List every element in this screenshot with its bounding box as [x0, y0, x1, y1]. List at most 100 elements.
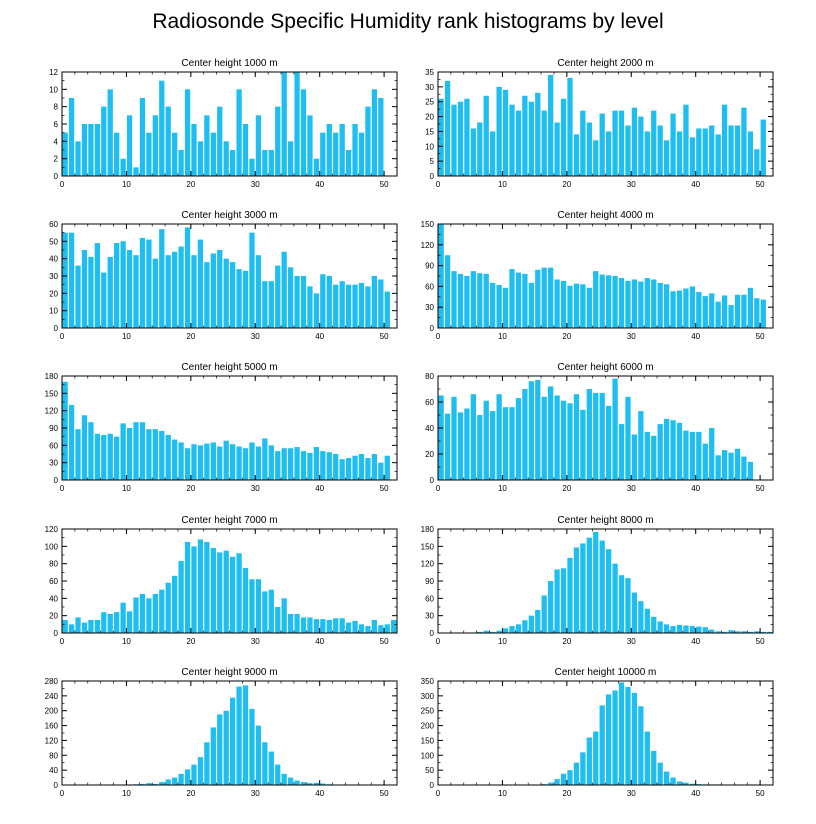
histogram-bar	[651, 435, 657, 480]
histogram-bar	[210, 727, 216, 785]
histogram-bar	[307, 617, 313, 633]
histogram-bar	[734, 631, 741, 633]
histogram-bar	[371, 276, 378, 328]
histogram-bar	[470, 394, 476, 480]
histogram-bar	[197, 239, 204, 328]
histogram-bar	[223, 141, 229, 176]
histogram-bar	[371, 454, 378, 480]
histogram-bar	[444, 413, 451, 480]
histogram-bar	[580, 752, 586, 785]
histogram-bar	[114, 436, 120, 480]
histogram-bar	[107, 433, 113, 480]
y-tick-label: 4	[54, 137, 59, 146]
histogram-bar	[165, 106, 171, 176]
histogram-bar	[734, 448, 741, 480]
histogram-bar	[625, 125, 631, 176]
histogram-bar	[281, 251, 287, 328]
histogram-bar	[242, 124, 249, 176]
histogram-bar	[593, 140, 599, 176]
histogram-bar	[670, 291, 676, 328]
histogram-bar	[62, 620, 68, 633]
histogram-bar	[268, 281, 274, 328]
x-tick-label: 0	[60, 637, 65, 646]
histogram-bar	[689, 137, 696, 176]
histogram-bar	[358, 624, 365, 633]
histogram-bar	[294, 72, 300, 176]
y-tick-label: 120	[45, 525, 59, 534]
x-tick-label: 30	[627, 789, 636, 798]
histogram-bar	[62, 132, 68, 176]
histogram-bar	[638, 706, 644, 785]
x-tick-label: 50	[756, 789, 765, 798]
histogram-bar	[68, 624, 75, 633]
y-tick-label: 60	[425, 398, 434, 407]
histogram-bar	[567, 403, 573, 480]
histogram-bar	[159, 229, 165, 328]
histogram-bar	[197, 141, 204, 176]
histogram-bar	[230, 556, 236, 633]
histogram-bar	[477, 631, 483, 633]
histogram-bar	[378, 462, 384, 480]
panel-title: Center height 7000 m	[181, 515, 277, 526]
x-tick-label: 20	[186, 332, 195, 341]
histogram-bar	[502, 287, 509, 328]
histogram-bar	[210, 253, 216, 328]
histogram-bar	[715, 134, 721, 176]
histogram-bar	[178, 773, 184, 785]
y-tick-label: 20	[49, 289, 58, 298]
x-tick-label: 40	[315, 789, 324, 798]
histogram-bar	[152, 115, 158, 176]
histogram-bar	[741, 631, 747, 633]
histogram-bar	[120, 158, 126, 176]
histogram-bar	[709, 293, 715, 328]
histogram-bar	[184, 769, 191, 785]
histogram-bar	[760, 631, 766, 633]
histogram-bar	[81, 124, 88, 176]
histogram-bar	[287, 267, 294, 328]
histogram-bar	[689, 783, 696, 785]
x-tick-label: 50	[756, 332, 765, 341]
y-tick-label: 35	[425, 68, 434, 77]
histogram-bar	[612, 690, 618, 785]
histogram-bar	[217, 250, 223, 328]
histogram-bar	[352, 124, 358, 176]
histogram-bar	[657, 125, 663, 176]
histogram-bar	[683, 430, 689, 480]
histogram-bar	[242, 568, 249, 633]
histogram-bar	[146, 132, 152, 176]
histogram-bar	[715, 301, 721, 328]
histogram-bar	[236, 446, 242, 480]
y-tick-label: 60	[425, 594, 434, 603]
x-tick-label: 10	[122, 637, 131, 646]
histogram-bar	[217, 106, 223, 176]
figure-title: Radiosonde Specific Humidity rank histog…	[152, 10, 664, 33]
histogram-bar	[631, 692, 638, 785]
y-tick-label: 180	[421, 525, 435, 534]
panel-title: Center height 9000 m	[181, 667, 277, 678]
histogram-bar	[365, 106, 371, 176]
y-tick-label: 40	[425, 424, 434, 433]
histogram-bar	[249, 158, 255, 176]
histogram-bar	[165, 255, 171, 328]
histogram-bar	[197, 445, 204, 480]
x-tick-label: 0	[60, 180, 65, 189]
x-tick-label: 0	[436, 484, 441, 493]
histogram-bar	[210, 548, 216, 633]
histogram-bar	[287, 448, 294, 480]
histogram-bar	[586, 537, 592, 633]
histogram-bar	[333, 284, 339, 328]
histogram-bar	[548, 782, 554, 785]
histogram-bar	[114, 612, 120, 633]
x-tick-label: 0	[60, 484, 65, 493]
histogram-bar	[573, 547, 580, 633]
histogram-bar	[255, 446, 262, 480]
x-tick-label: 10	[122, 332, 131, 341]
histogram-bar	[573, 283, 580, 328]
histogram-bar	[625, 578, 631, 633]
y-tick-label: 60	[49, 220, 58, 229]
histogram-bar	[483, 400, 489, 480]
histogram-bar	[470, 128, 476, 176]
panel-title: Center height 10000 m	[555, 667, 657, 678]
histogram-bar	[262, 281, 268, 328]
